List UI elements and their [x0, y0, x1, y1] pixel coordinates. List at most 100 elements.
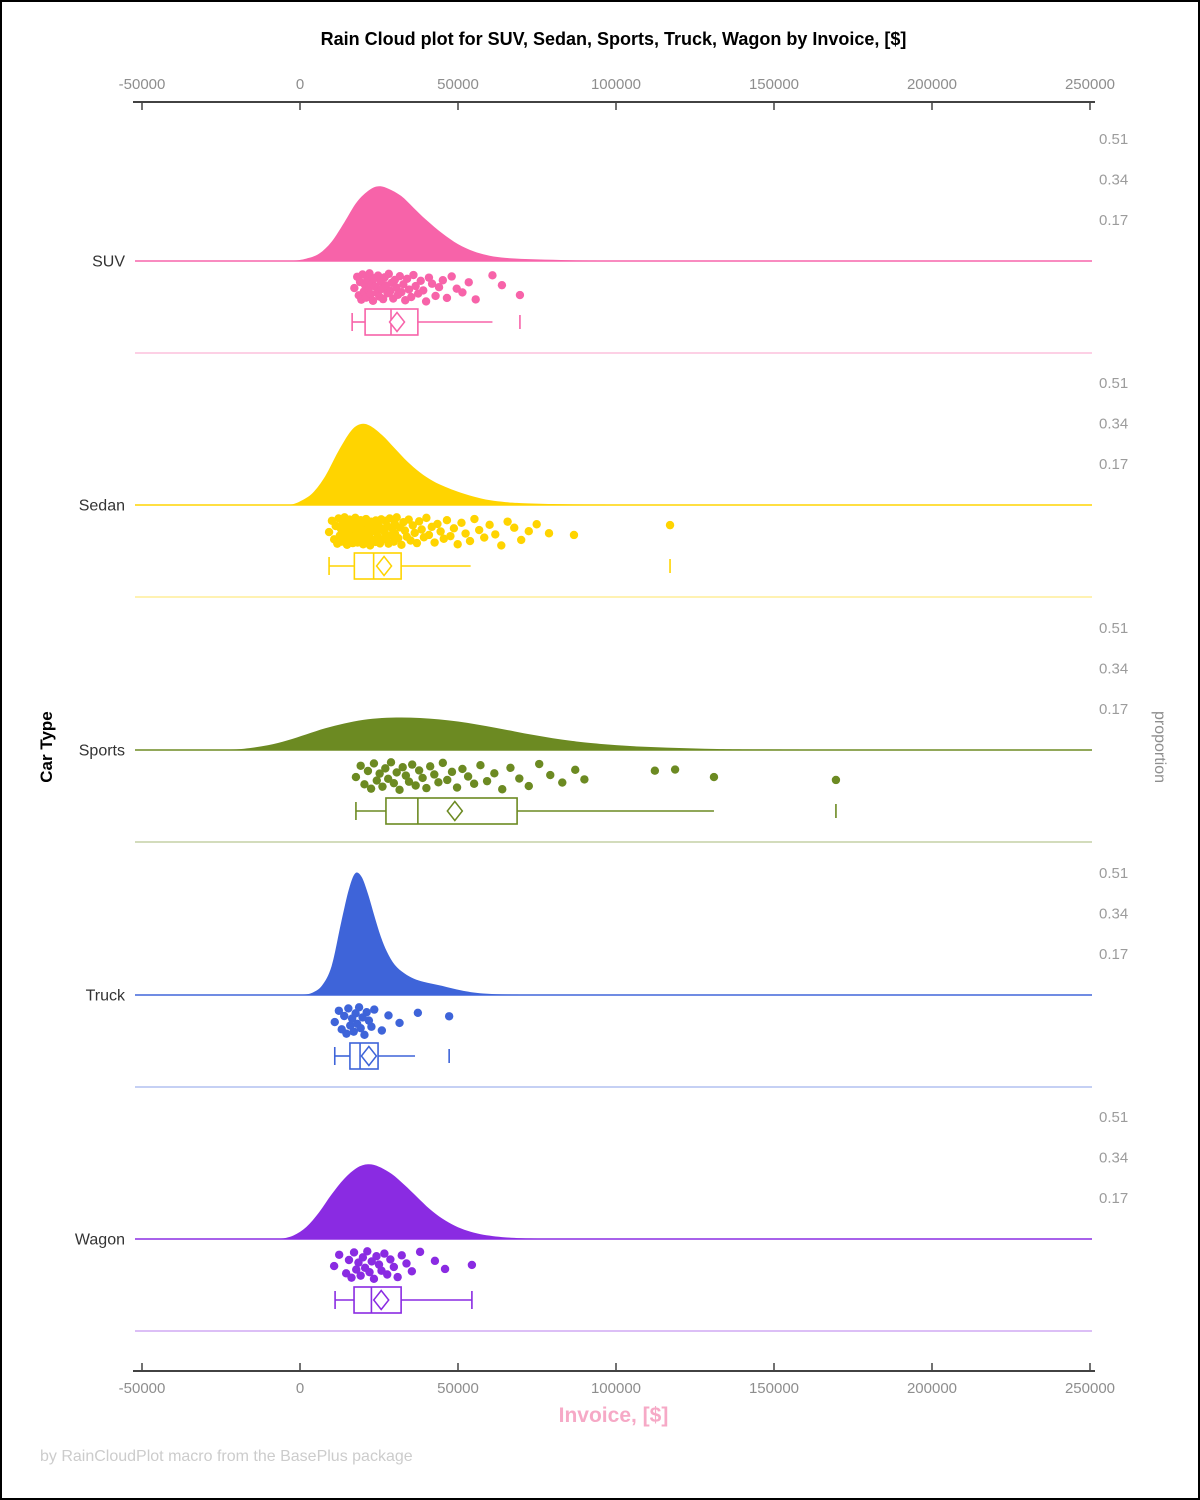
- suv-rain-point: [395, 271, 405, 281]
- sedan-rain-point: [474, 525, 484, 535]
- sports-rain-point: [398, 763, 407, 772]
- proportion-tick-label: 0.51: [1099, 131, 1128, 148]
- y-axis-title-left: Car Type: [37, 711, 56, 783]
- suv-rain-point: [378, 294, 388, 304]
- truck-rain-point: [330, 1017, 339, 1027]
- suv-rain-point: [497, 280, 507, 290]
- truck-rain-point: [334, 1006, 344, 1015]
- suv-rain-point: [447, 272, 456, 281]
- proportion-tick-label: 0.51: [1099, 865, 1128, 882]
- suv-rain-point: [427, 279, 437, 288]
- sports-rain-point: [404, 777, 414, 786]
- x-axis-tick-label: 0: [296, 1380, 304, 1397]
- sedan-rain-point: [436, 527, 445, 536]
- proportion-tick-label: 0.17: [1099, 701, 1128, 718]
- sedan-rain-point: [446, 531, 455, 541]
- suv-rain-point: [409, 270, 418, 280]
- sports-rain-point: [414, 766, 424, 775]
- sedan-rain-point: [414, 517, 424, 526]
- wagon-rain-point: [369, 1274, 379, 1284]
- x-axis-tick-label: 150000: [749, 1380, 799, 1397]
- proportion-tick-label: 0.51: [1099, 1109, 1128, 1126]
- wagon-density: [281, 1164, 537, 1239]
- x-axis-tick-label: 250000: [1065, 1380, 1115, 1397]
- sports-rain-point: [670, 765, 680, 774]
- sedan-rain-point: [569, 530, 579, 540]
- wagon-rain-point: [363, 1247, 372, 1256]
- sports-rain-point: [434, 778, 443, 787]
- sedan-rain-point: [461, 529, 470, 538]
- sports-rain-point: [546, 770, 555, 780]
- suv-mean-diamond: [388, 311, 406, 333]
- proportion-tick-label: 0.51: [1099, 620, 1128, 637]
- sedan-rain-point: [392, 513, 401, 522]
- truck-rain-points: [330, 1003, 454, 1040]
- sedan-rain-point: [433, 519, 442, 529]
- proportion-tick-label: 0.34: [1099, 1150, 1128, 1167]
- x-axis-tick-label: -50000: [119, 1380, 166, 1397]
- sedan-rain-point: [517, 535, 526, 545]
- suv-rain-point: [350, 283, 359, 293]
- sedan-rain-point: [470, 514, 479, 524]
- x-axis-tick-label: 100000: [591, 1380, 641, 1397]
- sports-rain-point: [360, 780, 369, 789]
- truck-rain-point: [360, 1030, 369, 1040]
- proportion-tick-label: 0.17: [1099, 212, 1128, 229]
- truck-panel: 0.51 0.34 0.17 Truck: [86, 865, 1128, 1088]
- sedan-rain-point: [497, 541, 506, 550]
- sedan-rain-point: [417, 525, 426, 534]
- x-axis-tick-label: 50000: [437, 1380, 479, 1397]
- sports-rain-point: [430, 770, 439, 779]
- truck-rain-point: [370, 1005, 379, 1014]
- truck-rain-point: [354, 1003, 364, 1012]
- sports-rain-point: [381, 764, 390, 773]
- sedan-rain-point: [532, 520, 541, 529]
- suv-rain-point: [404, 285, 414, 294]
- sports-rain-point: [369, 759, 379, 768]
- sports-rain-point: [386, 758, 396, 767]
- sports-rain-point: [650, 766, 660, 775]
- sedan-rain-point: [665, 520, 675, 530]
- sports-rain-point: [351, 772, 361, 782]
- sports-rain-point: [447, 767, 457, 777]
- sports-rain-point: [438, 758, 448, 768]
- sedan-rain-point: [424, 530, 434, 540]
- truck-rain-point: [384, 1011, 393, 1020]
- proportion-tick-label: 0.34: [1099, 416, 1128, 433]
- suv-rain-point: [368, 296, 378, 306]
- sports-rain-point: [490, 769, 499, 778]
- x-axis-tick-label: -50000: [119, 76, 166, 93]
- truck-rain-point: [349, 1027, 358, 1036]
- truck-density: [303, 872, 522, 995]
- sedan-rain-point: [465, 536, 475, 546]
- truck-mean-diamond: [360, 1045, 378, 1067]
- wagon-rain-point: [415, 1247, 425, 1257]
- wagon-rain-point: [467, 1260, 477, 1270]
- truck-rain-point: [444, 1012, 454, 1021]
- truck-rain-point: [395, 1018, 404, 1028]
- x-axis-tick-label: 150000: [749, 76, 799, 93]
- sedan-rain-point: [404, 515, 413, 524]
- truck-category-label: Truck: [86, 988, 126, 1005]
- suv-rain-point: [407, 292, 416, 302]
- wagon-boxplot: [334, 1286, 473, 1314]
- wagon-rain-points: [329, 1247, 477, 1284]
- sedan-rain-point: [430, 538, 439, 547]
- sports-rain-point: [389, 778, 399, 788]
- sports-rain-point: [383, 774, 393, 784]
- sports-rain-point: [411, 781, 420, 790]
- sports-rain-point: [425, 762, 435, 771]
- sedan-rain-point: [412, 538, 422, 548]
- sedan-boxplot: [328, 552, 671, 580]
- truck-rain-point: [413, 1008, 423, 1017]
- sports-rain-point: [709, 772, 719, 782]
- sports-density: [230, 717, 806, 750]
- sports-rain-point: [515, 774, 524, 783]
- truck-rain-point: [367, 1022, 376, 1031]
- suv-rain-point: [421, 297, 431, 306]
- wagon-rain-point: [430, 1256, 440, 1266]
- truck-rain-point: [351, 1009, 360, 1018]
- x-axis-title: Invoice, [$]: [558, 1404, 669, 1427]
- wagon-rain-point: [383, 1270, 392, 1279]
- sedan-density: [290, 423, 616, 505]
